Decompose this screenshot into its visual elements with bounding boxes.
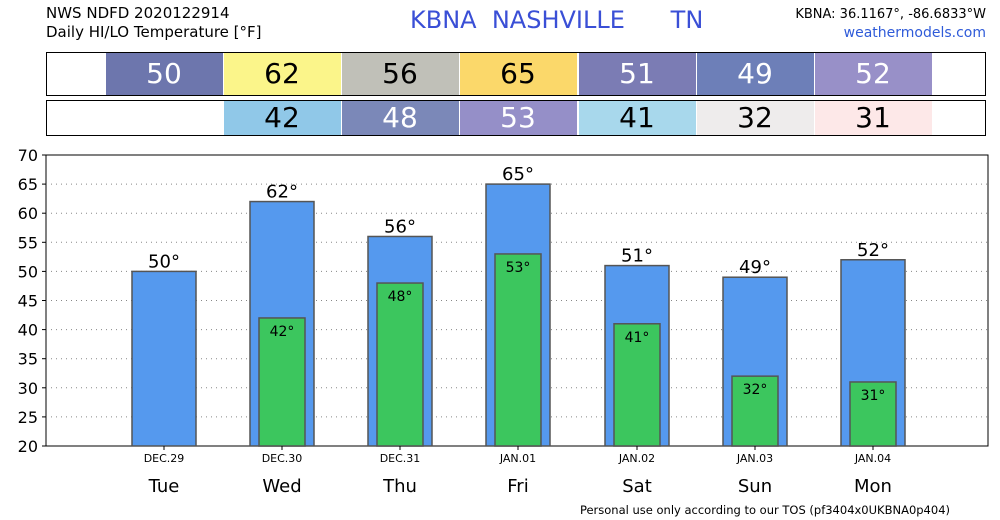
header-right: KBNA: 36.1167°, -86.6833°W weathermodels… bbox=[795, 5, 986, 43]
model-run-label: NWS NDFD 2020122914 bbox=[46, 4, 230, 22]
x-date-label: JAN.01 bbox=[499, 452, 536, 465]
x-date-label: JAN.02 bbox=[618, 452, 655, 465]
station-title: KBNA NASHVILLE TN bbox=[410, 6, 704, 34]
lo-cell: 32 bbox=[696, 101, 814, 135]
lo-value-label: 41° bbox=[625, 330, 650, 346]
hi-cell: 52 bbox=[814, 53, 932, 95]
x-day-label: Sun bbox=[738, 476, 772, 497]
lo-bar bbox=[258, 317, 306, 447]
hi-value-label: 52° bbox=[857, 240, 889, 261]
x-date-label: JAN.04 bbox=[854, 452, 891, 465]
lo-value-label: 42° bbox=[270, 324, 295, 340]
hi-cell: 50 bbox=[105, 53, 223, 95]
x-day-label: Sat bbox=[622, 476, 652, 497]
y-tick-label: 20 bbox=[18, 437, 38, 456]
y-tick-label: 30 bbox=[18, 379, 38, 398]
x-day-label: Wed bbox=[262, 476, 301, 497]
lo-value-label: 48° bbox=[388, 289, 413, 305]
x-day-label: Thu bbox=[382, 476, 417, 497]
hi-bar bbox=[131, 270, 197, 447]
lo-value-label: 53° bbox=[506, 260, 531, 276]
hi-value-label: 62° bbox=[266, 182, 298, 203]
y-tick-label: 45 bbox=[18, 292, 38, 311]
hi-value-label: 65° bbox=[502, 164, 534, 185]
x-day-label: Mon bbox=[854, 476, 892, 497]
hi-cell: 49 bbox=[696, 53, 814, 95]
station-coords: KBNA: 36.1167°, -86.6833°W bbox=[795, 7, 986, 22]
lo-cell: 42 bbox=[223, 101, 341, 135]
header-left: NWS NDFD 2020122914 Daily HI/LO Temperat… bbox=[46, 4, 262, 42]
hi-value-label: 50° bbox=[148, 251, 180, 272]
hi-value-label: 56° bbox=[384, 216, 416, 237]
y-tick-label: 65 bbox=[18, 175, 38, 194]
hi-cell: 56 bbox=[341, 53, 459, 95]
lo-cell: 53 bbox=[459, 101, 577, 135]
lo-cell: 31 bbox=[814, 101, 932, 135]
x-date-label: JAN.03 bbox=[736, 452, 773, 465]
lo-bar bbox=[731, 375, 779, 447]
hi-cell: 65 bbox=[459, 53, 577, 95]
lo-cell: 41 bbox=[578, 101, 696, 135]
lo-cell bbox=[105, 101, 223, 135]
site-link[interactable]: weathermodels.com bbox=[843, 25, 986, 41]
hi-value-label: 49° bbox=[739, 257, 771, 278]
lo-bar bbox=[849, 381, 897, 447]
lo-cell: 48 bbox=[341, 101, 459, 135]
hi-temperature-strip: 50 62 56 65 51 49 52 bbox=[46, 52, 986, 96]
y-tick-label: 25 bbox=[18, 408, 38, 427]
chart-subtitle: Daily HI/LO Temperature [°F] bbox=[46, 23, 262, 41]
y-tick-label: 60 bbox=[18, 204, 38, 223]
hi-cell: 62 bbox=[223, 53, 341, 95]
hi-value-label: 51° bbox=[621, 246, 653, 267]
lo-bar bbox=[376, 282, 424, 447]
x-date-label: DEC.30 bbox=[262, 452, 303, 465]
y-tick-label: 70 bbox=[18, 146, 38, 165]
y-tick-label: 55 bbox=[18, 233, 38, 252]
y-tick-label: 50 bbox=[18, 262, 38, 281]
x-date-label: DEC.31 bbox=[380, 452, 421, 465]
lo-value-label: 31° bbox=[861, 388, 886, 404]
y-tick-label: 40 bbox=[18, 321, 38, 340]
lo-bar bbox=[494, 253, 542, 447]
lo-value-label: 32° bbox=[743, 382, 768, 398]
x-date-label: DEC.29 bbox=[144, 452, 185, 465]
hi-cell: 51 bbox=[578, 53, 696, 95]
lo-bar bbox=[613, 323, 661, 447]
y-tick-label: 35 bbox=[18, 350, 38, 369]
lo-temperature-strip: 42 48 53 41 32 31 bbox=[46, 100, 986, 136]
footer-disclaimer: Personal use only according to our TOS (… bbox=[579, 503, 950, 517]
x-day-label: Fri bbox=[507, 476, 528, 497]
x-day-label: Tue bbox=[148, 476, 180, 497]
